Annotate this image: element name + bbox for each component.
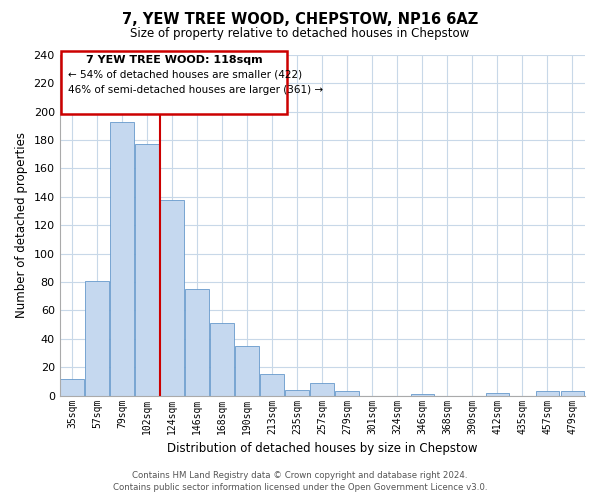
Text: 46% of semi-detached houses are larger (361) →: 46% of semi-detached houses are larger (… [68,84,323,94]
Bar [560,392,584,396]
Bar [286,390,309,396]
Bar [160,200,184,396]
Bar [485,393,509,396]
Y-axis label: Number of detached properties: Number of detached properties [15,132,28,318]
Text: Contains HM Land Registry data © Crown copyright and database right 2024.
Contai: Contains HM Land Registry data © Crown c… [113,471,487,492]
Text: 7 YEW TREE WOOD: 118sqm: 7 YEW TREE WOOD: 118sqm [86,55,262,65]
Bar [85,280,109,396]
Bar [110,122,134,396]
Bar [235,346,259,396]
Bar [60,378,84,396]
Text: 7, YEW TREE WOOD, CHEPSTOW, NP16 6AZ: 7, YEW TREE WOOD, CHEPSTOW, NP16 6AZ [122,12,478,28]
Bar [335,392,359,396]
X-axis label: Distribution of detached houses by size in Chepstow: Distribution of detached houses by size … [167,442,478,455]
Bar [185,289,209,396]
Text: Size of property relative to detached houses in Chepstow: Size of property relative to detached ho… [130,28,470,40]
Bar [410,394,434,396]
Bar [310,383,334,396]
Bar [260,374,284,396]
Bar [136,144,159,396]
Text: ← 54% of detached houses are smaller (422): ← 54% of detached houses are smaller (42… [68,69,302,79]
Bar [211,323,234,396]
Bar [536,392,559,396]
FancyBboxPatch shape [61,50,287,114]
